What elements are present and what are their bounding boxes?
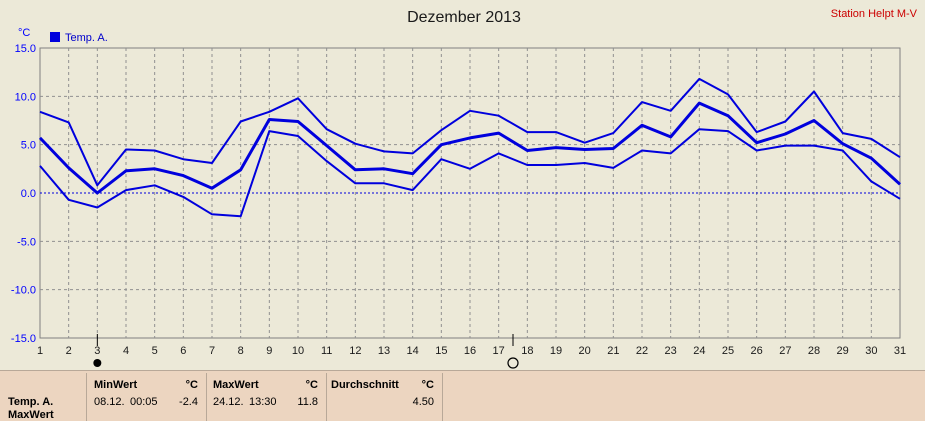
max-unit: °C <box>305 379 318 391</box>
day-markers <box>93 334 519 369</box>
x-tick-label: 22 <box>636 345 648 357</box>
series-line <box>39 77 901 187</box>
x-tick-label: 20 <box>579 345 591 357</box>
y-tick-label: 15.0 <box>15 43 36 55</box>
avg-header: Durchschnitt <box>331 379 399 391</box>
x-tick-label: 18 <box>521 345 533 357</box>
open-circle-icon <box>507 357 519 369</box>
series-line <box>39 128 901 218</box>
avg-unit: °C <box>421 379 434 391</box>
series-lines <box>38 77 902 218</box>
x-tick-label: 16 <box>464 345 476 357</box>
x-tick-label: 5 <box>152 345 158 357</box>
min-date: 08.12. <box>94 396 125 408</box>
min-header: MinWert <box>94 379 138 391</box>
temperature-chart: Dezember 2013 Station Helpt M-V °C Temp.… <box>11 8 918 369</box>
x-tick-label: 26 <box>751 345 763 357</box>
min-time: 00:05 <box>130 396 158 408</box>
statistics-panel: Temp. A. MaxWert MinWert °C 08.12. 00:05… <box>0 370 925 421</box>
x-tick-label: 11 <box>321 345 332 357</box>
x-tick-label: 6 <box>180 345 186 357</box>
legend-swatch <box>50 32 60 42</box>
avg-value: 4.50 <box>412 396 434 408</box>
max-time: 13:30 <box>249 396 277 408</box>
stats-max-cell: MaxWert °C 24.12. 13:30 11.8 <box>206 371 326 421</box>
x-tick-label: 21 <box>607 345 619 357</box>
chart-title: Dezember 2013 <box>407 9 521 26</box>
min-value: -2.4 <box>179 396 198 408</box>
series-line <box>38 101 902 195</box>
y-tick-label: -15.0 <box>11 333 36 345</box>
x-tick-label: 23 <box>665 345 677 357</box>
x-tick-label: 10 <box>292 345 304 357</box>
x-tick-label: 8 <box>238 345 244 357</box>
x-tick-label: 9 <box>266 345 272 357</box>
station-name: Station Helpt M-V <box>831 8 918 20</box>
x-tick-label: 12 <box>349 345 361 357</box>
x-tick-label: 29 <box>837 345 849 357</box>
legend-label: Temp. A. <box>65 32 108 44</box>
y-tick-label: 10.0 <box>15 91 36 103</box>
x-tick-label: 7 <box>209 345 215 357</box>
x-tick-label: 30 <box>865 345 877 357</box>
x-tick-label: 19 <box>550 345 562 357</box>
x-tick-label: 27 <box>779 345 791 357</box>
x-tick-label: 28 <box>808 345 820 357</box>
x-axis-ticks: 1 2 3 4 5 6 7 8 9 10 11 12 13 14 15 16 17 18 19 20 21 22 23 24 2… <box>37 345 906 357</box>
y-tick-label: 5.0 <box>21 140 36 152</box>
x-tick-label: 31 <box>894 345 906 357</box>
y-unit-label: °C <box>18 27 30 39</box>
stats-divider <box>206 373 207 421</box>
max-header: MaxWert <box>213 379 259 391</box>
stats-divider <box>442 373 443 421</box>
stats-divider <box>86 373 87 421</box>
x-tick-label: 24 <box>693 345 705 357</box>
x-tick-label: 1 <box>37 345 43 357</box>
x-tick-label: 17 <box>493 345 505 357</box>
y-axis-ticks: 15.0 10.0 5.0 0.0 -5.0 -10.0 -15.0 <box>11 43 36 345</box>
stats-divider <box>326 373 327 421</box>
stats-avg-cell: Durchschnitt °C 4.50 <box>326 371 442 421</box>
x-tick-label: 14 <box>407 345 419 357</box>
stats-series-name: Temp. A. <box>8 396 54 408</box>
filled-circle-icon <box>93 359 102 367</box>
y-tick-label: -10.0 <box>11 285 36 297</box>
x-tick-label: 15 <box>435 345 447 357</box>
x-tick-label: 25 <box>722 345 734 357</box>
x-tick-label: 4 <box>123 345 129 357</box>
stats-min-cell: MinWert °C 08.12. 00:05 -2.4 <box>86 371 206 421</box>
min-unit: °C <box>185 379 198 391</box>
x-tick-label: 2 <box>66 345 72 357</box>
max-value: 11.8 <box>297 396 318 408</box>
stats-series-sub: MaxWert <box>8 409 54 421</box>
max-date: 24.12. <box>213 396 244 408</box>
y-tick-label: -5.0 <box>17 236 36 248</box>
x-tick-label: 3 <box>94 345 100 357</box>
y-tick-label: 0.0 <box>21 188 36 200</box>
x-tick-label: 13 <box>378 345 390 357</box>
